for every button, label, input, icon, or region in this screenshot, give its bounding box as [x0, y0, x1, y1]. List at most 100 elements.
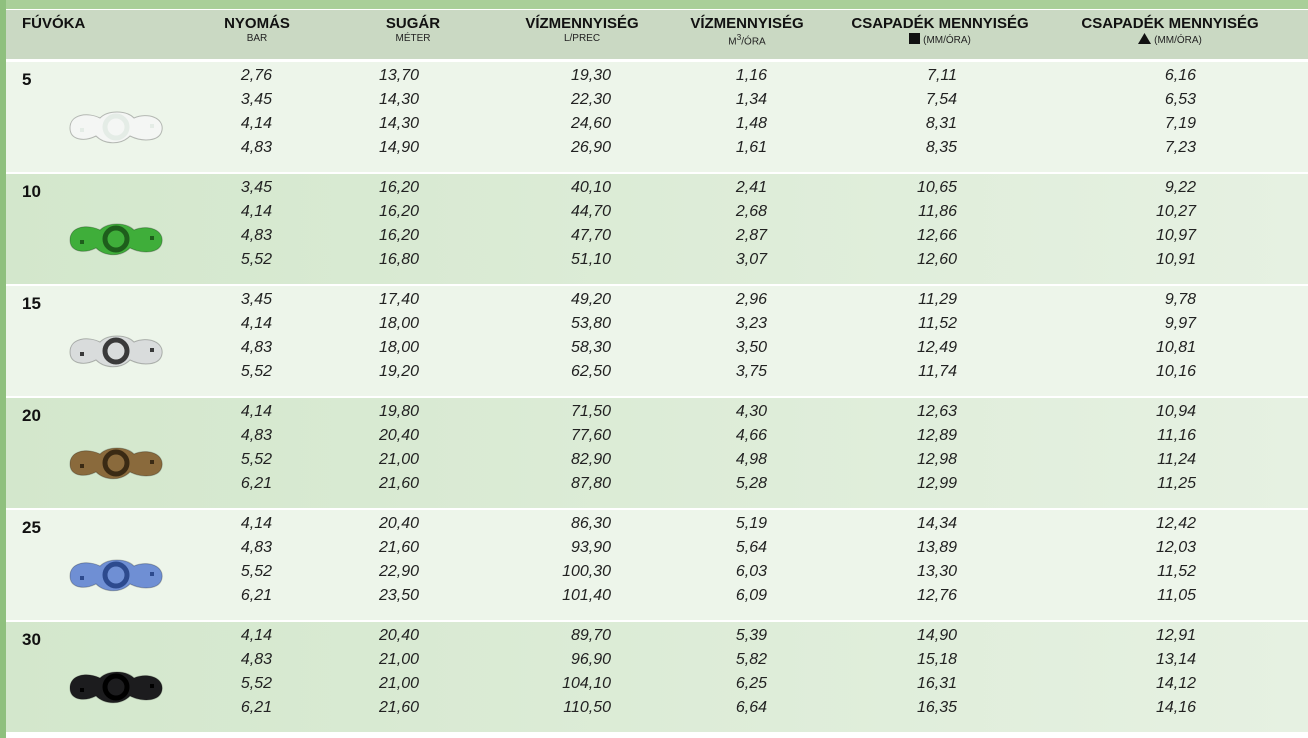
- cell: 4,14: [241, 403, 272, 421]
- top-band: [0, 0, 1308, 9]
- cell: 11,74: [918, 363, 957, 381]
- cell: 104,10: [562, 675, 611, 693]
- cell: 12,98: [917, 451, 957, 469]
- cell: 6,21: [241, 587, 272, 605]
- cell: 8,35: [926, 139, 957, 157]
- cell: 4,14: [241, 203, 272, 221]
- cell: 10,65: [917, 179, 957, 197]
- cell: 4,98: [736, 451, 767, 469]
- cell: 23,50: [379, 587, 419, 605]
- cell: 15,18: [917, 651, 957, 669]
- cell: 13,30: [917, 563, 957, 581]
- cell: 11,52: [918, 315, 957, 333]
- cell: 5,28: [736, 475, 767, 493]
- cell: 5,82: [736, 651, 767, 669]
- column-unit: M3/ÓRA: [687, 32, 807, 47]
- cell: 100,30: [562, 563, 611, 581]
- cell: 6,64: [736, 699, 767, 717]
- unit-part: M: [728, 36, 736, 47]
- cell: 4,83: [241, 651, 272, 669]
- cell: 4,14: [241, 315, 272, 333]
- nozzle-size: 30: [22, 630, 41, 650]
- cell: 4,83: [241, 139, 272, 157]
- cell: 4,83: [241, 227, 272, 245]
- cell: 10,91: [1156, 251, 1196, 269]
- cell: 11,29: [918, 291, 957, 309]
- cell: 14,12: [1156, 675, 1196, 693]
- cell: 10,81: [1156, 339, 1196, 357]
- triangle-icon: [1138, 33, 1151, 44]
- cell: 2,87: [736, 227, 767, 245]
- cell: 16,20: [379, 203, 419, 221]
- cell: 4,14: [241, 115, 272, 133]
- cell: 21,00: [379, 675, 419, 693]
- cell: 11,05: [1157, 587, 1196, 605]
- nozzle-icon: [64, 216, 168, 265]
- column-title: VÍZMENNYISÉG: [637, 15, 857, 32]
- cell: 4,83: [241, 539, 272, 557]
- cell: 51,10: [571, 251, 611, 269]
- group-bg: [6, 622, 1308, 732]
- cell: 8,31: [926, 115, 957, 133]
- cell: 53,80: [571, 315, 611, 333]
- cell: 12,76: [917, 587, 957, 605]
- cell: 89,70: [571, 627, 611, 645]
- cell: 14,90: [917, 627, 957, 645]
- unit-part: /ÓRA: [741, 36, 765, 47]
- cell: 16,20: [379, 179, 419, 197]
- column-unit: L/PREC: [522, 33, 642, 44]
- cell: 2,41: [736, 179, 767, 197]
- cell: 10,97: [1156, 227, 1196, 245]
- nozzle-size: 5: [22, 70, 31, 90]
- cell: 3,50: [736, 339, 767, 357]
- cell: 9,97: [1165, 315, 1196, 333]
- cell: 6,21: [241, 699, 272, 717]
- cell: 9,22: [1165, 179, 1196, 197]
- cell: 21,60: [379, 475, 419, 493]
- cell: 16,20: [379, 227, 419, 245]
- cell: 6,21: [241, 475, 272, 493]
- cell: 11,25: [1157, 475, 1196, 493]
- cell: 86,30: [571, 515, 611, 533]
- column-title: CSAPADÉK MENNYISÉG: [1060, 15, 1280, 32]
- cell: 21,60: [379, 539, 419, 557]
- unit-text: (MM/ÓRA): [1154, 35, 1202, 46]
- cell: 49,20: [571, 291, 611, 309]
- cell: 6,16: [1165, 67, 1196, 85]
- cell: 1,48: [736, 115, 767, 133]
- cell: 5,52: [241, 251, 272, 269]
- cell: 12,99: [917, 475, 957, 493]
- nozzle-size: 10: [22, 182, 41, 202]
- cell: 6,09: [736, 587, 767, 605]
- cell: 4,14: [241, 515, 272, 533]
- cell: 9,78: [1165, 291, 1196, 309]
- cell: 18,00: [379, 315, 419, 333]
- cell: 3,75: [736, 363, 767, 381]
- cell: 71,50: [571, 403, 611, 421]
- cell: 6,25: [736, 675, 767, 693]
- nozzle-icon: [64, 440, 168, 489]
- cell: 21,00: [379, 651, 419, 669]
- column-unit: BAR: [197, 33, 317, 44]
- nozzle-shape: [64, 328, 168, 372]
- column-unit: MÉTER: [353, 33, 473, 44]
- cell: 14,30: [379, 91, 419, 109]
- cell: 10,94: [1156, 403, 1196, 421]
- cell: 14,30: [379, 115, 419, 133]
- cell: 3,45: [241, 91, 272, 109]
- cell: 26,90: [571, 139, 611, 157]
- cell: 20,40: [379, 427, 419, 445]
- cell: 2,96: [736, 291, 767, 309]
- cell: 12,60: [917, 251, 957, 269]
- cell: 44,70: [571, 203, 611, 221]
- cell: 13,89: [917, 539, 957, 557]
- nozzle-size: 25: [22, 518, 41, 538]
- cell: 5,52: [241, 675, 272, 693]
- column-unit: (MM/ÓRA): [880, 33, 1000, 46]
- cell: 12,89: [917, 427, 957, 445]
- cell: 4,14: [241, 627, 272, 645]
- cell: 62,50: [571, 363, 611, 381]
- cell: 47,70: [571, 227, 611, 245]
- cell: 19,30: [571, 67, 611, 85]
- cell: 101,40: [562, 587, 611, 605]
